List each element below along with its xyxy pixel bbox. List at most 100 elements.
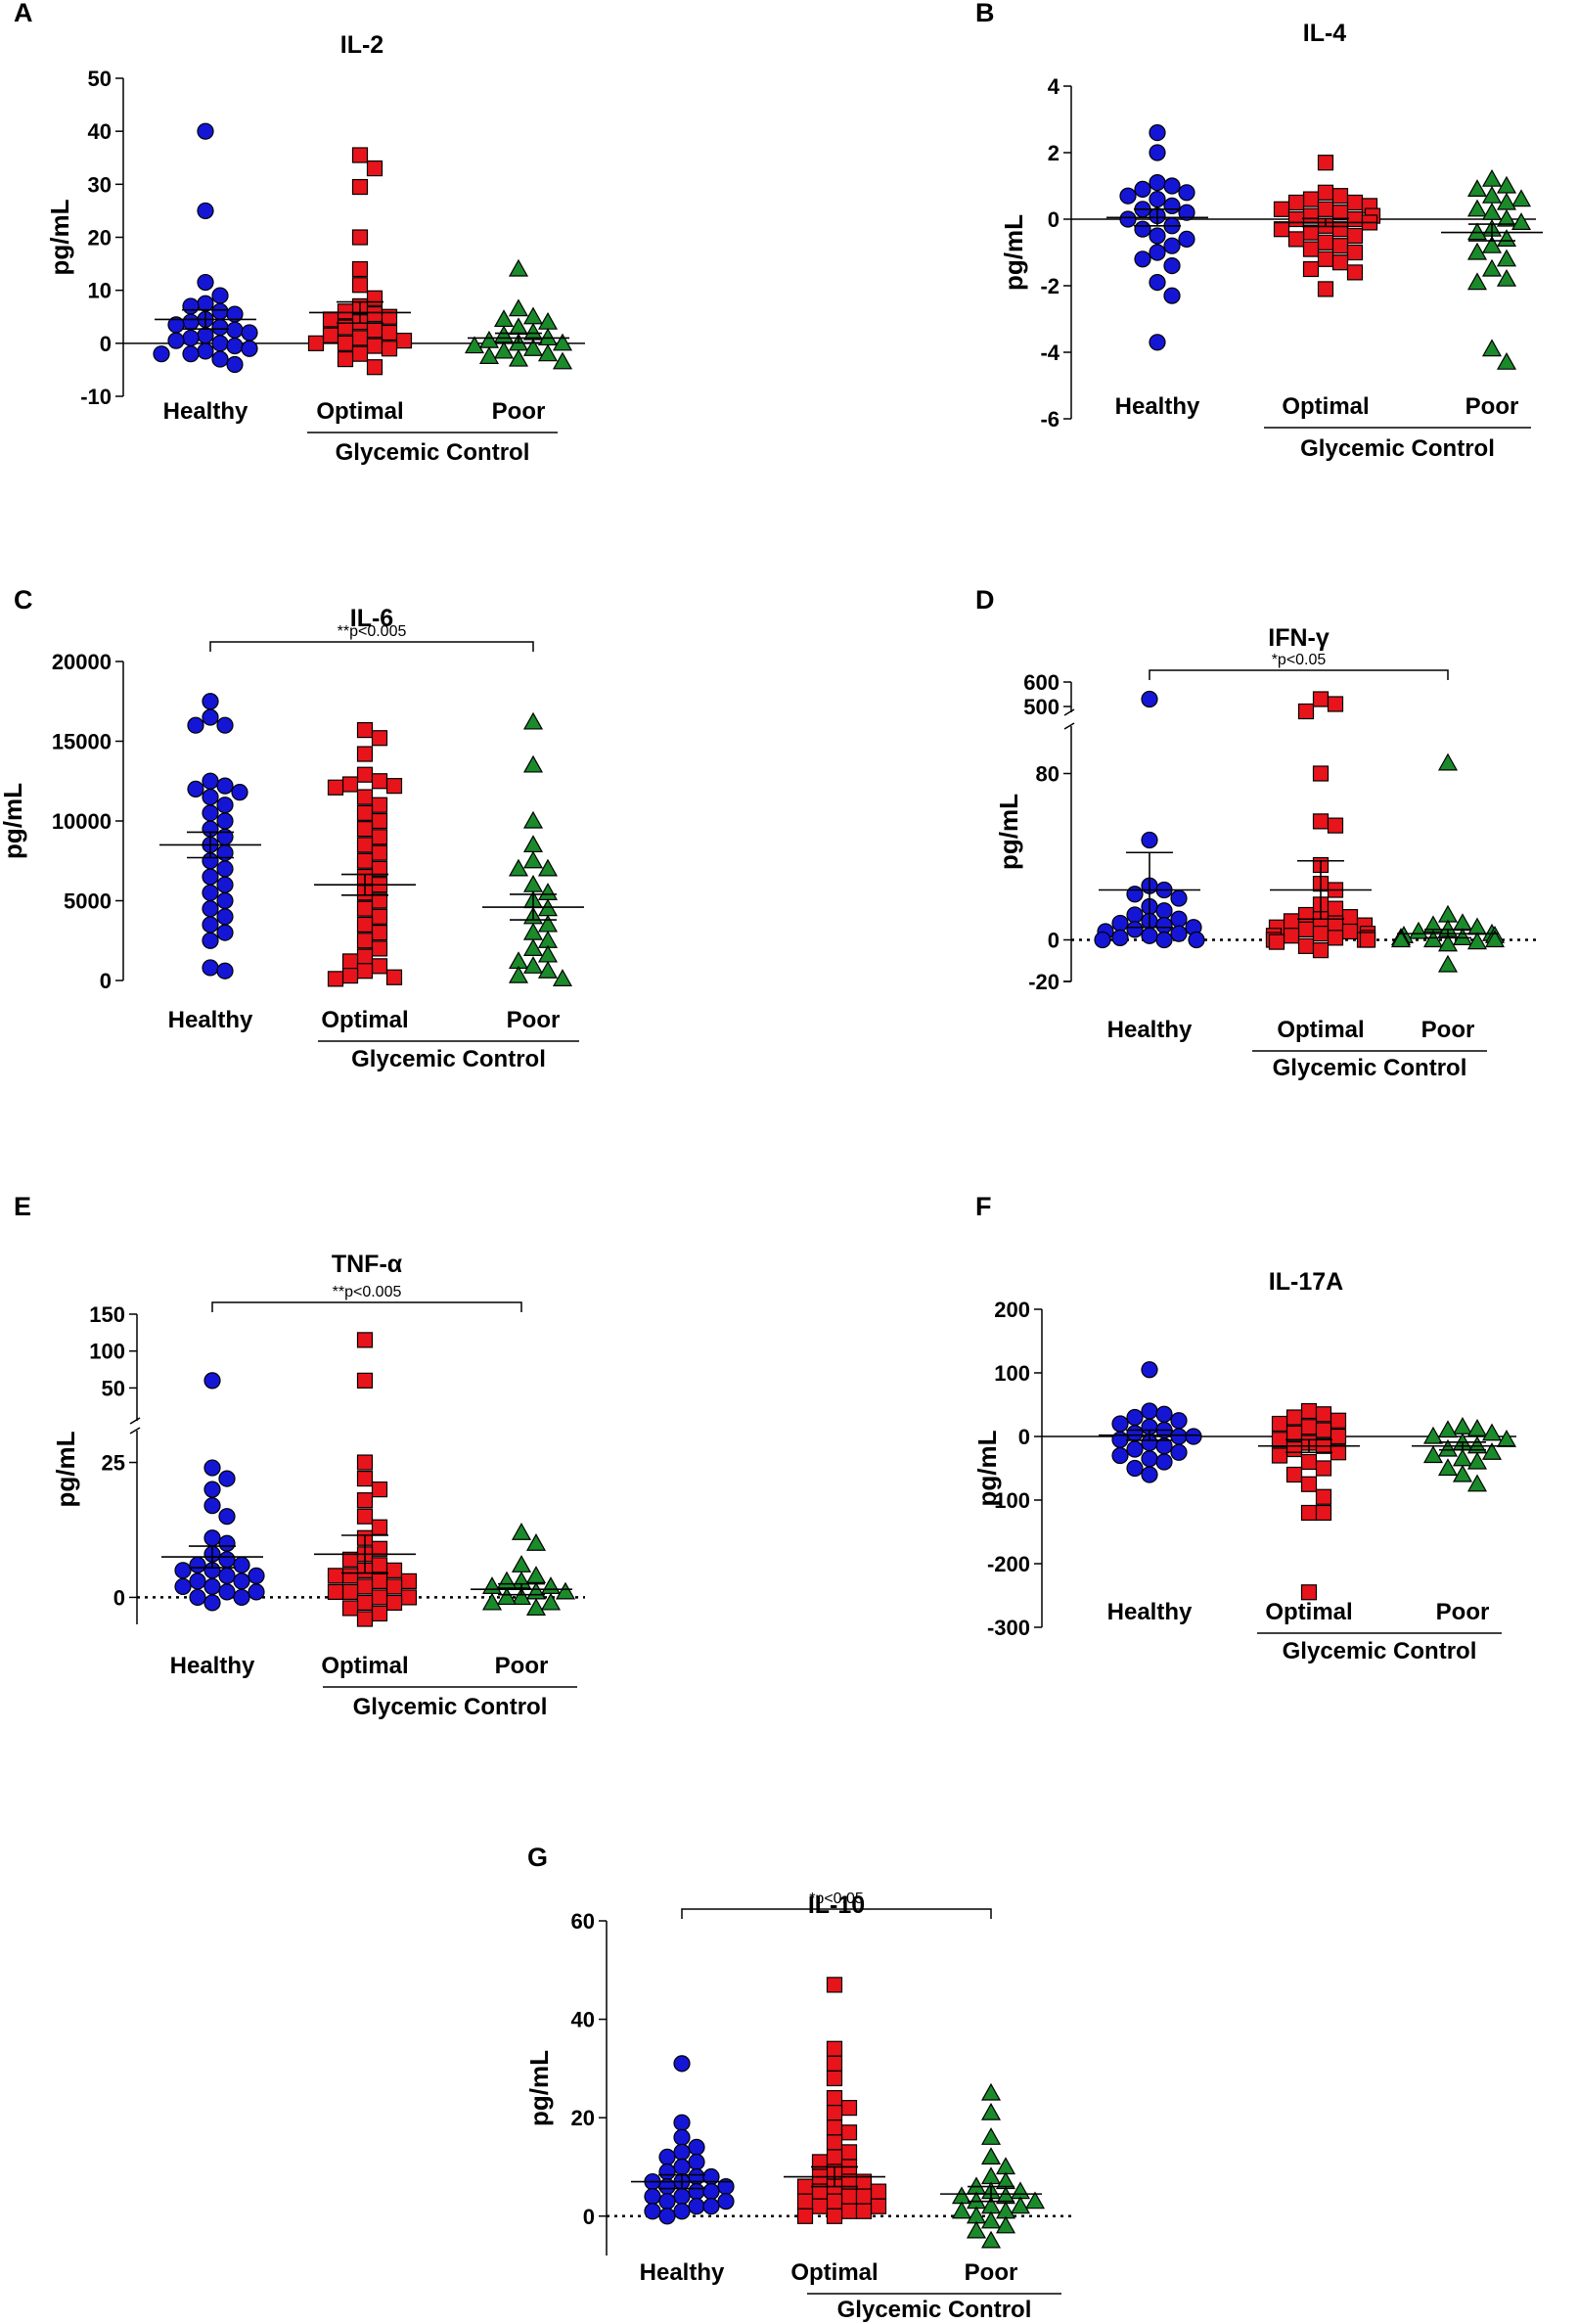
data-point [1170,1443,1188,1461]
data-point [371,908,388,925]
data-point [688,2198,705,2215]
data-point [644,2203,661,2220]
data-point [371,892,388,909]
data-point [1170,925,1188,942]
group-label: Glycemic Control [837,2297,1032,2323]
data-point [395,333,413,349]
data-point [1287,210,1305,228]
data-point [995,2201,1016,2219]
data-point [182,329,200,347]
data-point [658,2208,676,2225]
data-point [1481,1423,1503,1441]
data-point [980,2166,1002,2185]
data-point [493,341,515,359]
data-point [540,1576,562,1594]
data-point [522,322,544,341]
data-point [673,2128,691,2146]
panel-f: F IL-17A -300 -200 -100 0 100 200 pg/mL Healthy Op… [972,1192,1517,1664]
data-point [826,2040,843,2057]
category-label-poor: Poor [492,398,546,425]
data-point [187,716,204,734]
data-point [1315,1422,1332,1438]
data-point [189,1572,206,1590]
data-point [202,916,219,934]
chart-title: IL-10 [808,1891,865,1919]
data-point [1297,921,1315,937]
data-point [1317,281,1334,297]
data-point [522,711,544,730]
data-point [356,1508,374,1525]
data-point [980,2102,1002,2120]
series-poor [471,1523,576,1617]
y-tick-label: 25 [102,1451,125,1476]
data-point [826,2105,843,2121]
series-healthy [1106,124,1208,351]
data-point [174,1577,192,1595]
data-point [522,810,544,829]
data-point [203,1529,221,1547]
data-point [796,2193,814,2210]
data-point [216,962,234,980]
data-point [371,844,388,861]
data-point [1452,928,1473,945]
data-point [1466,1418,1488,1436]
data-point [840,2203,858,2219]
data-point [218,1534,236,1552]
y-axis-label: pg/mL [0,783,27,859]
data-point [658,2148,676,2166]
data-point [1496,351,1517,370]
significance-bracket [681,1908,992,1919]
group-label: Glycemic Control [1283,1638,1477,1664]
data-point [1466,242,1488,260]
chart-title: IL-2 [340,31,383,59]
data-point [203,1497,221,1515]
series-optimal [1265,691,1376,959]
data-point [508,965,529,983]
data-point [211,302,229,320]
data-point [1437,1438,1459,1457]
data-point [1170,1428,1188,1445]
data-point [1452,1464,1473,1482]
data-point [1134,251,1151,268]
data-point [356,852,374,869]
data-point [1163,287,1181,304]
data-point [153,345,170,363]
data-point [1481,339,1503,357]
data-point [840,2124,858,2141]
data-point [1312,942,1330,959]
chart-title: TNF-α [332,1251,403,1278]
category-label-healthy: Healthy [168,1007,253,1033]
panel-letter: F [975,1192,992,1221]
data-point [1141,690,1158,708]
data-point [1170,910,1188,928]
p-value-label: **p<0.005 [333,1284,402,1300]
data-point [1149,124,1166,142]
data-point [216,924,234,941]
data-point [202,932,219,949]
series-optimal [1258,1402,1360,1601]
category-label-poor: Poor [1421,1017,1475,1043]
data-point [1178,230,1195,248]
data-point [478,346,500,364]
y-tick-label: 30 [88,172,112,197]
data-point [1141,831,1158,849]
data-point [1422,1426,1444,1444]
category-label-poor: Poor [965,2259,1018,2286]
data-point [356,837,374,853]
data-point [233,1588,250,1607]
data-point [1297,703,1315,720]
panel-a: A IL-2 -10 0 10 20 30 40 50 pg/mL Healthy Optimal Po… [14,0,585,466]
data-point [216,716,234,734]
data-point [1287,231,1305,248]
y-tick-label: 150 [89,1302,125,1327]
category-label-poor: Poor [507,1007,561,1033]
data-point [197,202,214,220]
data-point [1149,191,1166,208]
data-point [1346,194,1364,211]
category-label-healthy: Healthy [1107,1017,1193,1043]
data-point [1300,1476,1318,1492]
data-point [1359,932,1376,948]
category-label-optimal: Optimal [1265,1599,1352,1625]
data-point [1283,913,1300,930]
y-tick-label: 500 [1023,695,1060,719]
